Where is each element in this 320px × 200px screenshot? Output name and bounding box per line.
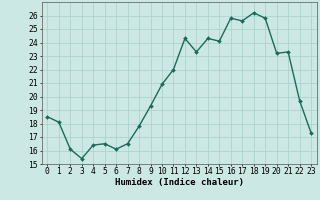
X-axis label: Humidex (Indice chaleur): Humidex (Indice chaleur) bbox=[115, 178, 244, 187]
